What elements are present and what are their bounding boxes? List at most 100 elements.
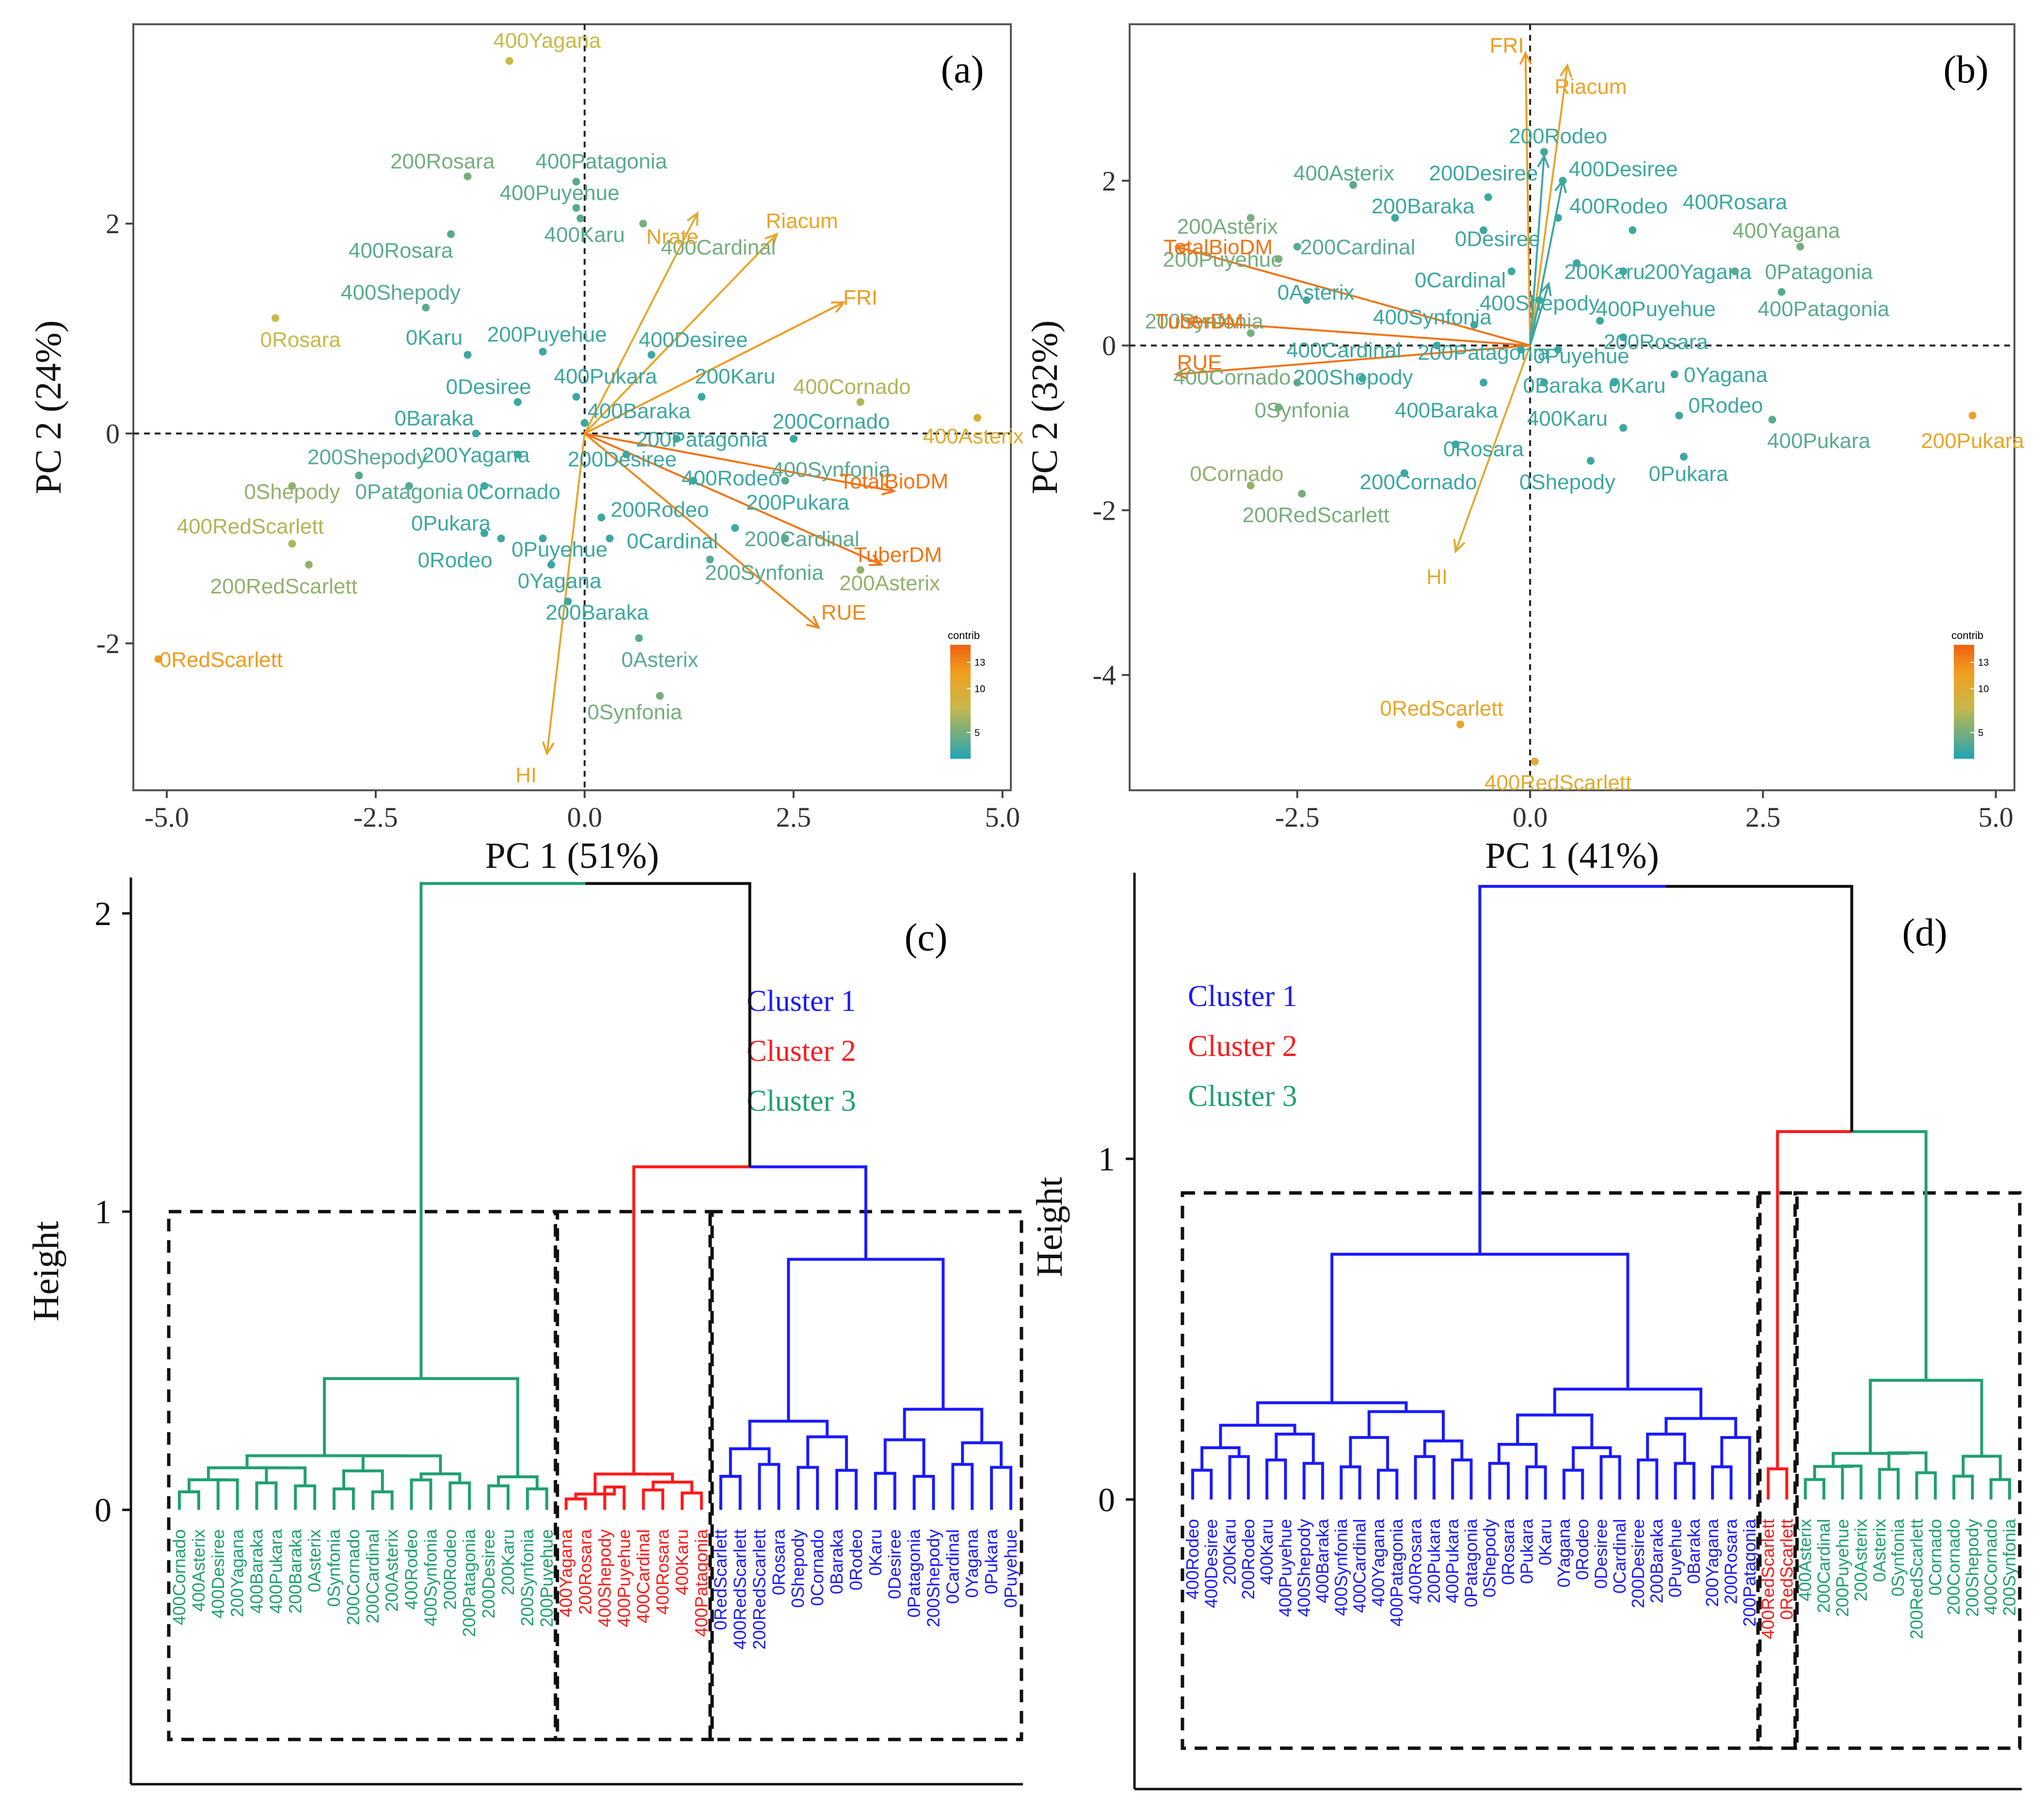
point-marker xyxy=(572,177,580,186)
leaf-label: 0Puyehue xyxy=(1665,1519,1685,1598)
dendrogram-link xyxy=(750,1165,867,1260)
point-0karu: 0Karu xyxy=(406,326,472,359)
point-0patagonia: 0Patagonia xyxy=(355,480,463,504)
point-label: 400Cornado xyxy=(1173,366,1291,389)
point-0rodeo: 0Rodeo xyxy=(1675,394,1763,419)
dendrogram-link xyxy=(1191,1469,1213,1500)
point-0asterix: 0Asterix xyxy=(622,634,698,672)
point-label: 400Synfonia xyxy=(772,458,891,482)
panel-label: (d) xyxy=(1902,911,1947,954)
dendrogram-link xyxy=(1265,1458,1287,1500)
dendrogram-link xyxy=(1637,1458,1659,1500)
arrow-head xyxy=(1183,315,1198,328)
legend-colorbar xyxy=(950,645,971,759)
point-200cardinal: 200Cardinal xyxy=(744,528,859,551)
point-marker xyxy=(288,540,296,548)
point-label: 400Asterix xyxy=(1293,161,1394,185)
point-label: 200Puyehue xyxy=(1163,248,1283,272)
leaf-label: 0Karu xyxy=(865,1529,885,1576)
point-200pukara: 200Pukara xyxy=(731,491,849,532)
point-marker xyxy=(1293,379,1301,387)
point-marker xyxy=(781,477,789,485)
point-0pukara: 0Pukara xyxy=(411,512,491,537)
point-label: 200Pukara xyxy=(746,491,849,514)
dendrogram-link xyxy=(255,1481,278,1510)
leaf-label: 400Yagana xyxy=(1368,1519,1388,1607)
point-label: 200Rosara xyxy=(390,149,495,173)
point-riacum: Riacum xyxy=(1554,75,1627,98)
point-label: 0Rosara xyxy=(1443,437,1524,461)
leaf-label: 200Pukara xyxy=(1424,1519,1444,1603)
legend-tick-label: 10 xyxy=(1978,684,1989,694)
point-400synfonia: 400Synfonia xyxy=(1373,305,1492,329)
point-label: 200Synfonia xyxy=(1145,310,1263,334)
point-label: 400Karu xyxy=(1527,407,1608,431)
leaf-label: 0Rodeo xyxy=(1572,1519,1592,1580)
dendrogram-link xyxy=(1200,1446,1241,1471)
point-label: 0Asterix xyxy=(1278,281,1355,304)
point-label: 0Desiree xyxy=(446,375,531,399)
legend-title: contrib xyxy=(948,629,980,641)
point-label: 400RedScarlett xyxy=(1485,771,1631,795)
dendrogram-link xyxy=(333,1487,355,1510)
arrow-head xyxy=(1174,243,1189,256)
point-200rodeo: 200Rodeo xyxy=(1509,124,1607,156)
leaf-label: 400Rodeo xyxy=(1182,1519,1202,1599)
point-label: 0Synfonia xyxy=(587,701,682,724)
leaf-label: 400Baraka xyxy=(247,1529,267,1614)
leaf-label: 0Rosara xyxy=(1498,1519,1518,1585)
point-label: 400Patagonia xyxy=(536,149,668,173)
leaf-label: 400Patagonia xyxy=(1387,1519,1406,1627)
x-tick-label: 5.0 xyxy=(985,801,1021,833)
y-axis-label: Height xyxy=(1029,1177,1070,1277)
point-label: 0Cardinal xyxy=(627,529,718,553)
cluster-tree-cluster-1 xyxy=(719,1258,1012,1510)
y-tick-label: 0 xyxy=(1102,330,1116,362)
point-marker xyxy=(1540,379,1548,387)
point-label: 0Rodeo xyxy=(418,548,493,572)
point-400karu: 400Karu xyxy=(544,214,625,247)
point-label: 400Desiree xyxy=(639,328,748,352)
x-axis-label: PC 1 (41%) xyxy=(1485,835,1659,876)
dendrogram-link xyxy=(1478,885,1666,1254)
arrow-shaft xyxy=(546,433,586,754)
point-200patagonia: 200Patagonia xyxy=(636,428,767,451)
arrow-nrate xyxy=(584,211,699,434)
point-marker xyxy=(271,314,280,322)
point-marker xyxy=(480,529,488,537)
point-label: 200Shepody xyxy=(1293,366,1413,389)
point-label: 200RedScarlett xyxy=(1243,503,1389,527)
point-hi: HI xyxy=(1426,565,1448,589)
dendrogram-link xyxy=(448,1481,471,1510)
point-200cornado: 200Cornado xyxy=(1359,469,1477,494)
panel-label: (a) xyxy=(941,48,984,91)
point-label: 0Cornado xyxy=(467,480,560,504)
leaf-label: 0Cardinal xyxy=(942,1529,962,1604)
legend-tick-label: 13 xyxy=(1978,657,1989,668)
cluster-tree-cluster-3 xyxy=(178,1377,548,1510)
point-hi: HI xyxy=(515,764,537,787)
point-marker xyxy=(1768,416,1776,424)
leaf-label: 400Cornado xyxy=(1981,1519,2001,1615)
point-marker xyxy=(672,434,681,443)
point-0cornado: 0Cornado xyxy=(467,480,560,504)
point-marker xyxy=(639,220,647,228)
leaf-label: 200Synfonia xyxy=(517,1529,537,1626)
cluster-tree-cluster-1 xyxy=(1191,1252,1751,1500)
point-label: RUE xyxy=(821,601,866,624)
leaf-label: 0RedScarlett xyxy=(1776,1519,1796,1620)
legend-cluster-3: Cluster 3 xyxy=(747,1085,856,1118)
point-nrate: Nrate xyxy=(646,225,699,249)
point-label: 400Baraka xyxy=(1395,399,1498,422)
cluster-box-cluster-1 xyxy=(1181,1191,1762,1750)
point-label: 0Patagonia xyxy=(1765,260,1873,284)
leaf-label: 200Baraka xyxy=(1646,1519,1666,1603)
point-200puyehue: 200Puyehue xyxy=(1163,248,1283,272)
point-label: 400Rodeo xyxy=(1569,194,1668,218)
y-tick-label: 1 xyxy=(95,1194,112,1231)
x-axis-label: PC 1 (51%) xyxy=(485,835,659,876)
point-label: 400Yagana xyxy=(1732,219,1840,243)
point-200desiree: 200Desiree xyxy=(568,448,677,471)
point-label: HI xyxy=(1426,565,1448,589)
